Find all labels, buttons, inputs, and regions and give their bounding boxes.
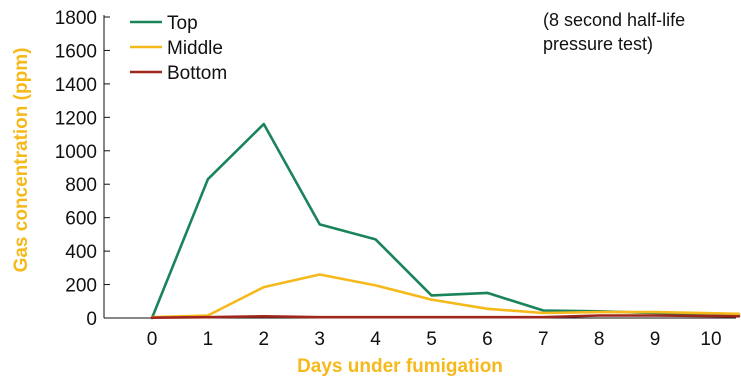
x-tick-label: 5: [426, 329, 437, 350]
x-tick-label: 4: [370, 329, 381, 350]
axes: [103, 15, 736, 319]
y-tick-label: 0: [86, 309, 97, 330]
y-tick-label: 600: [65, 209, 97, 230]
y-tick-label: 1400: [55, 75, 97, 96]
legend: Top Middle Bottom: [130, 13, 227, 84]
legend-label-bottom: Bottom: [167, 63, 227, 84]
x-axis-title: Days under fumigation: [297, 356, 503, 377]
y-tick-label: 1600: [55, 41, 97, 62]
y-tick-label: 400: [65, 242, 97, 263]
x-tick-label: 7: [538, 329, 549, 350]
annotation: (8 second half-life pressure test): [543, 10, 685, 54]
x-tick-label: 6: [482, 329, 493, 350]
y-axis-title: Gas concentration (ppm): [11, 48, 32, 273]
legend-label-top: Top: [167, 13, 198, 34]
series-line-middle: [150, 273, 741, 319]
x-tick-label: 1: [203, 329, 214, 350]
x-tick-label: 3: [314, 329, 325, 350]
x-tick-label: 10: [700, 329, 721, 350]
x-tick-label: 0: [147, 329, 158, 350]
x-tick-label: 2: [259, 329, 270, 350]
y-tick-label: 800: [65, 175, 97, 196]
y-tick-label: 1000: [55, 142, 97, 163]
y-tick-label: 1200: [55, 108, 97, 129]
y-tick-label: 200: [65, 276, 97, 297]
legend-label-middle: Middle: [167, 38, 223, 59]
series-line-top: [150, 122, 741, 320]
annotation-line: (8 second half-life: [543, 10, 685, 30]
series-lines: [150, 122, 741, 320]
y-tick-label: 1800: [55, 8, 97, 29]
annotation-line: pressure test): [543, 34, 653, 54]
x-tick-label: 9: [650, 329, 661, 350]
tick-labels: 0 200 400 600 800 1000 1200 1400 1600 1800 0 1 2 3 4 5 6…: [55, 8, 722, 350]
x-tick-label: 8: [594, 329, 605, 350]
series-line-bottom: [150, 314, 741, 320]
